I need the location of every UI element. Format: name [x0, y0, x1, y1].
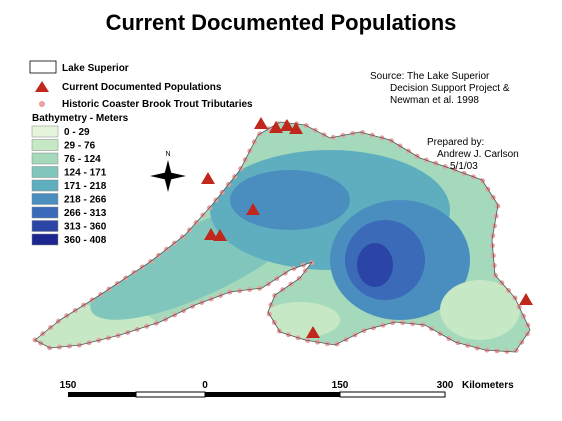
bathymetry-swatch [31, 233, 59, 246]
map-title: Current Documented Populations [106, 10, 457, 35]
prepared-line: 5/1/03 [450, 161, 478, 172]
bathymetry-class: 29 - 76 [64, 141, 96, 152]
bathymetry-swatch [31, 206, 59, 219]
legend: Lake Superior Current Documented Populat… [29, 60, 253, 246]
bathymetry-class: 218 - 266 [64, 195, 107, 206]
bathymetry-swatch [31, 220, 59, 232]
source-line: Decision Support Project & [390, 83, 510, 94]
source-note: Source: The Lake Superior Decision Suppo… [370, 71, 510, 106]
scale-unit: Kilometers [462, 380, 514, 391]
legend-item: Historic Coaster Brook Trout Tributaries [62, 99, 253, 110]
bathymetry-class: 0 - 29 [64, 127, 90, 138]
prepared-note: Prepared by: Andrew J. Carlson 5/1/03 [427, 137, 519, 172]
bathymetry-swatch [31, 179, 59, 192]
legend-item: Lake Superior [62, 63, 129, 74]
bathymetry-swatch [31, 152, 59, 165]
bathymetry-swatch [31, 139, 59, 151]
bathymetry-class: 76 - 124 [64, 154, 101, 165]
legend-item: Current Documented Populations [62, 82, 222, 93]
bathymetry-title: Bathymetry - Meters [32, 113, 129, 124]
scale-bar: 150 0 150 300 Kilometers [60, 380, 514, 398]
bathymetry-swatch [31, 193, 59, 205]
shoreline [34, 121, 531, 353]
scale-label: 150 [332, 380, 349, 391]
source-line: Source: The Lake Superior [370, 71, 490, 82]
bathymetry-swatch [31, 166, 59, 178]
prepared-line: Prepared by: [427, 137, 484, 148]
prepared-line: Andrew J. Carlson [437, 149, 519, 160]
bathymetry-class: 313 - 360 [64, 222, 107, 233]
source-line: Newman et al. 1998 [390, 95, 479, 106]
scale-label: 150 [60, 380, 77, 391]
bathymetry-class: 360 - 408 [64, 235, 107, 246]
bathymetry-class: 124 - 171 [64, 168, 107, 179]
bathymetry-swatch [31, 125, 59, 138]
north-arrow: N [150, 151, 186, 192]
scale-label: 300 [437, 380, 454, 391]
bathymetry-class: 171 - 218 [64, 181, 107, 192]
scale-label: 0 [202, 380, 208, 391]
population-triangles [201, 117, 533, 338]
bathymetry-class: 266 - 313 [64, 208, 107, 219]
north-label: N [165, 151, 170, 158]
